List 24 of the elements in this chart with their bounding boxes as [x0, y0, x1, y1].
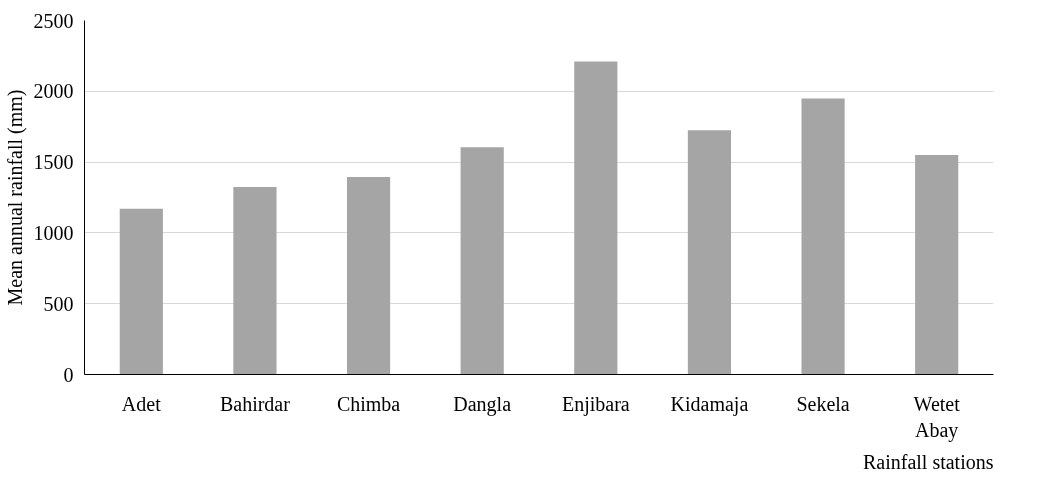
x-axis-title: Rainfall stations	[862, 450, 994, 473]
x-tick-label: Chimba	[336, 392, 401, 415]
y-tick-label: 2500	[33, 9, 74, 32]
x-tick-label: Wetet Abay	[913, 392, 961, 442]
bar	[233, 186, 277, 375]
y-tick-label: 500	[43, 292, 74, 315]
bar	[119, 208, 163, 375]
bar	[687, 130, 732, 375]
y-tick-label: 0	[63, 363, 74, 386]
bar	[460, 147, 504, 375]
y-tick-label: 2000	[33, 80, 74, 103]
x-tick-label: Dangla	[453, 392, 512, 416]
y-tick-label: 1000	[33, 221, 74, 244]
y-tick-label: 1500	[33, 151, 74, 174]
bar	[574, 61, 618, 375]
x-tick-label: Sekela	[796, 392, 850, 415]
x-tick-label: Bahirdar	[219, 392, 291, 415]
x-tick-label: Kidamaja	[670, 392, 749, 416]
bar	[346, 176, 391, 375]
bar	[915, 155, 959, 375]
x-tick-label: Adet	[121, 392, 162, 415]
y-axis-title: Mean annual rainfall (mm)	[3, 89, 27, 306]
bar	[801, 98, 845, 375]
x-tick-label: Enjibara	[561, 392, 630, 416]
